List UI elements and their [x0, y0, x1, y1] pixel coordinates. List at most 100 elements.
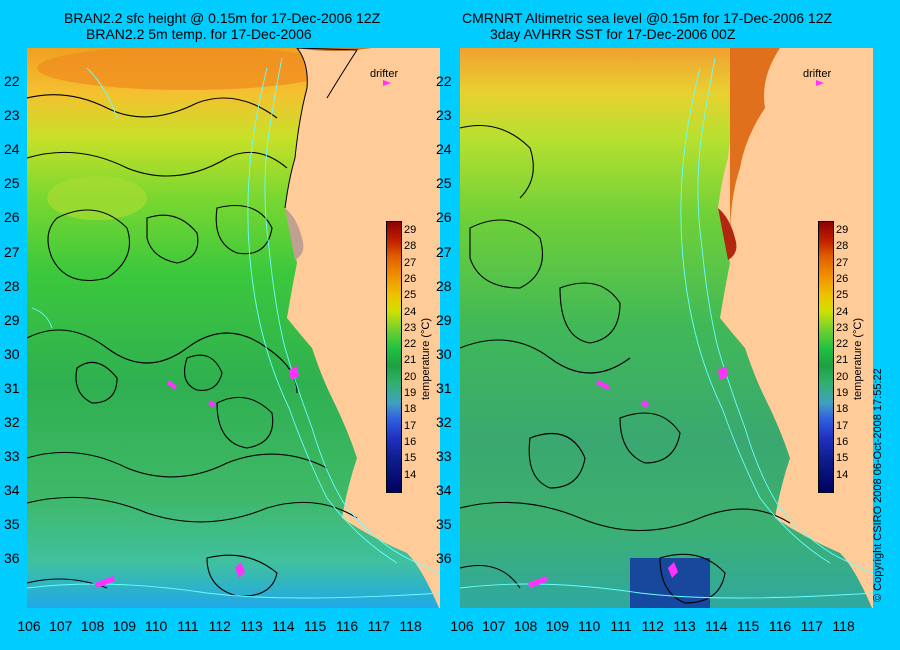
longitude-label: 106: [17, 618, 41, 634]
longitude-label: 116: [335, 618, 359, 634]
right-map-panel: [460, 48, 873, 608]
latitude-label: 26: [436, 209, 452, 226]
longitude-label: 106: [450, 618, 474, 634]
colorbar-tick-label: 15: [404, 452, 417, 465]
colorbar-tick-label: 28: [404, 240, 417, 253]
colorbar-tick-label: 18: [836, 403, 849, 416]
bathymetry-contours: [27, 57, 440, 599]
longitude-label: 110: [578, 618, 601, 634]
longitude-label: 107: [482, 618, 506, 634]
colorbar-tick-label: 22: [836, 338, 849, 351]
colorbar-tick-label: 21: [404, 354, 417, 367]
colorbar-tick-label: 20: [836, 370, 849, 383]
sea-level-contours: [27, 94, 358, 597]
latitude-label: 24: [436, 141, 452, 158]
latitude-label: 29: [4, 311, 20, 328]
copyright-text: © Copyright CSIRO 2008 06-Oct-2008 17:55…: [872, 368, 884, 602]
colorbar-tick-label: 23: [404, 321, 417, 334]
latitude-label: 30: [4, 345, 20, 362]
colorbar-tick-label: 14: [404, 468, 417, 481]
latitude-label: 35: [4, 516, 20, 533]
colorbar-tick-label: 20: [404, 370, 417, 383]
latitude-label: 34: [4, 482, 20, 499]
colorbar-tick-label: 14: [836, 468, 849, 481]
latitude-label: 36: [436, 550, 452, 567]
left-map-svg: [27, 48, 440, 608]
longitude-label: 108: [513, 618, 538, 634]
latitude-label: 23: [436, 107, 452, 124]
latitude-label: 32: [436, 414, 452, 430]
colorbar-tick-label: 22: [404, 338, 417, 351]
colorbar-tick-label: 27: [836, 256, 849, 269]
latitude-label: 28: [4, 277, 20, 294]
latitude-label: 32: [4, 414, 20, 430]
latitude-label: 33: [4, 448, 20, 465]
left-title-line1: BRAN2.2 sfc height @ 0.15m for 17-Dec-20…: [64, 10, 381, 26]
colorbar-tick-label: 24: [836, 305, 849, 318]
colorbar-tick-label: 26: [404, 272, 417, 285]
colorbar-tick-label: 24: [404, 305, 417, 318]
longitude-label: 116: [768, 618, 792, 634]
longitude-label: 117: [367, 618, 390, 634]
colorbar-tick-label: 16: [404, 435, 417, 448]
colorbar-tick-label: 28: [836, 240, 849, 253]
colorbar-tick-label: 19: [404, 387, 417, 399]
latitude-label: 25: [436, 175, 452, 192]
left-colorbar: [386, 221, 402, 493]
latitude-label: 31: [4, 379, 20, 396]
drifter-tracks: [95, 80, 391, 588]
colorbar-tick-label: 19: [836, 387, 849, 399]
latitude-label: 35: [436, 516, 452, 533]
right-colorbar: [818, 221, 834, 493]
latitude-label: 25: [4, 175, 20, 192]
right-colorbar-title: temperature (°C): [852, 317, 864, 400]
colorbar-tick-label: 21: [836, 354, 849, 367]
colorbar-tick-label: 26: [836, 272, 849, 285]
right-map-svg: [460, 48, 873, 608]
longitude-label: 114: [272, 618, 295, 634]
latitude-label: 23: [4, 107, 20, 124]
left-map-panel: [27, 48, 440, 608]
longitude-label: 108: [80, 618, 105, 634]
longitude-label: 107: [49, 618, 73, 634]
latitude-label: 31: [436, 379, 452, 396]
longitude-label: 118: [399, 618, 422, 634]
left-drifter-label: drifter: [370, 68, 399, 80]
left-colorbar-title: temperature (°C): [420, 317, 432, 400]
latitude-label: 33: [436, 448, 452, 465]
sea-level-contours: [460, 124, 791, 604]
colorbar-tick-label: 15: [836, 452, 849, 465]
longitude-label: 112: [641, 618, 664, 634]
latitude-label: 29: [436, 311, 452, 328]
longitude-label: 111: [177, 618, 199, 634]
latitude-label: 24: [4, 141, 20, 158]
colorbar-tick-label: 16: [836, 435, 849, 448]
colorbar-tick-label: 17: [836, 419, 849, 432]
latitude-label: 26: [4, 209, 20, 226]
colorbar-tick-label: 29: [836, 224, 849, 236]
australia-land: [718, 48, 873, 608]
longitude-label: 113: [240, 618, 263, 634]
right-title-line2: 3day AVHRR SST for 17-Dec-2006 00Z: [490, 26, 736, 42]
colorbar-tick-label: 25: [836, 289, 849, 302]
longitude-label: 115: [737, 618, 760, 634]
longitude-label: 114: [705, 618, 728, 634]
longitude-label: 118: [832, 618, 855, 634]
longitude-label: 115: [304, 618, 327, 634]
latitude-label: 22: [436, 73, 452, 89]
latitude-label: 30: [436, 345, 452, 362]
longitude-label: 109: [112, 618, 137, 634]
latitude-label: 36: [4, 550, 20, 567]
left-title-line2: BRAN2.2 5m temp. for 17-Dec-2006: [86, 26, 312, 42]
latitude-label: 28: [436, 277, 452, 294]
right-drifter-label: drifter: [803, 68, 832, 80]
longitude-label: 117: [800, 618, 823, 634]
colorbar-tick-label: 25: [404, 289, 417, 302]
latitude-label: 27: [4, 243, 20, 260]
colorbar-tick-label: 23: [836, 321, 849, 334]
latitude-label: 27: [436, 243, 452, 260]
colorbar-tick-label: 29: [404, 224, 417, 236]
latitude-label: 22: [4, 73, 20, 89]
colorbar-tick-label: 18: [404, 403, 417, 416]
longitude-label: 109: [545, 618, 570, 634]
